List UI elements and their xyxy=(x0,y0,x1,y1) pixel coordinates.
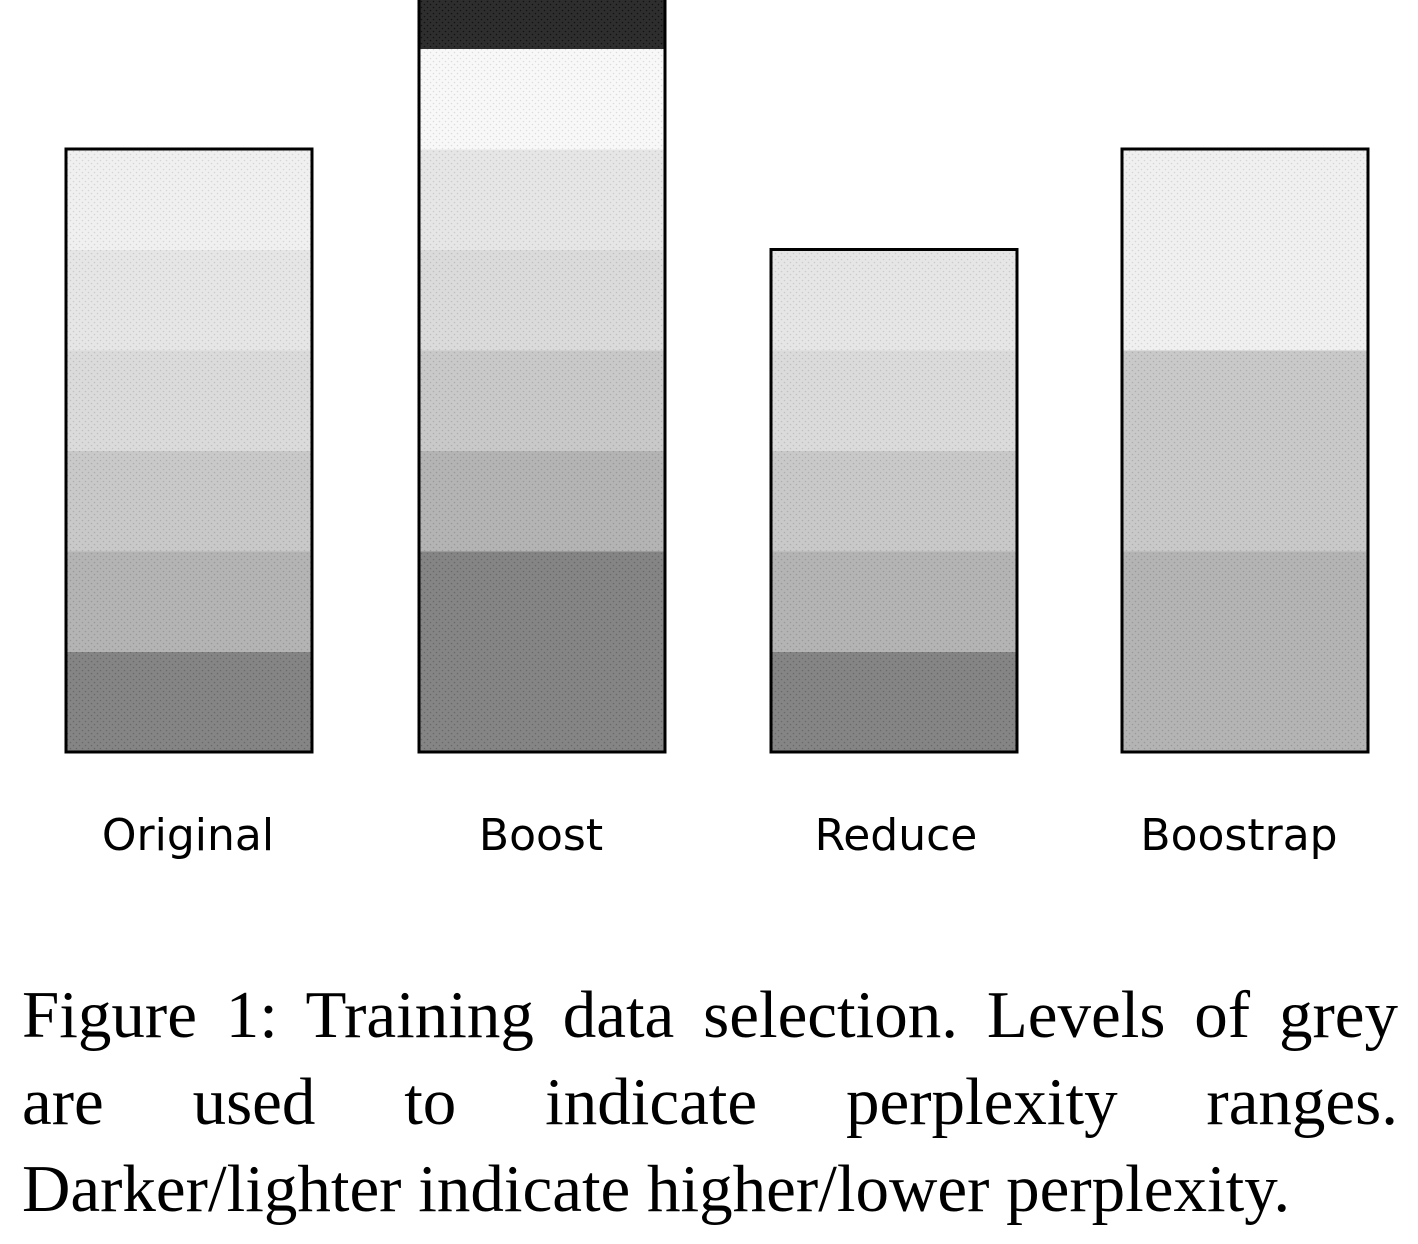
bar-reduce-band-4-texture xyxy=(771,350,1017,451)
bar-boost-band-1-texture xyxy=(419,551,665,753)
figure-caption: Figure 1: Training data selection. Level… xyxy=(22,978,1398,1226)
bar-reduce-band-2-texture xyxy=(771,551,1017,652)
bar-reduce-band-3-texture xyxy=(771,450,1017,552)
bar-boost-band-2-texture xyxy=(419,450,665,552)
bar-original-band-3-texture xyxy=(66,450,312,552)
bar-boost-band-5-texture xyxy=(419,149,665,250)
bar-label-original: Original xyxy=(102,810,274,861)
bar-boost-band-7-texture xyxy=(419,0,665,49)
bar-boostrap-band-3-texture xyxy=(1122,149,1368,351)
bar-reduce-outline xyxy=(769,248,1019,754)
bar-boostrap-outline xyxy=(1120,147,1370,754)
bar-boost xyxy=(417,0,667,754)
bar-boostrap-band-2-texture xyxy=(1122,350,1368,552)
bar-boost-band-4-texture xyxy=(419,249,665,351)
bar-original xyxy=(64,147,314,754)
bar-boost-outline xyxy=(417,0,667,754)
bar-original-band-2-texture xyxy=(66,551,312,652)
bar-label-reduce: Reduce xyxy=(815,810,978,861)
bar-boostrap xyxy=(1120,147,1370,754)
bar-original-band-5-texture xyxy=(66,249,312,351)
bar-boost-band-3-texture xyxy=(419,350,665,451)
bar-reduce xyxy=(769,248,1019,754)
bar-boostrap-band-1-texture xyxy=(1122,551,1368,753)
bar-original-band-4-texture xyxy=(66,350,312,451)
bar-original-band-1-texture xyxy=(66,651,312,753)
bar-original-band-6-texture xyxy=(66,149,312,250)
bar-reduce-band-1-texture xyxy=(771,651,1017,753)
training-data-selection-figure: Original Boost Reduce Boostrap xyxy=(64,0,1370,861)
bar-label-boost: Boost xyxy=(479,810,603,861)
bar-label-boostrap: Boostrap xyxy=(1140,810,1337,861)
bar-original-outline xyxy=(64,147,314,754)
bar-reduce-band-5-texture xyxy=(771,249,1017,351)
bar-boost-band-6-texture xyxy=(419,48,665,150)
